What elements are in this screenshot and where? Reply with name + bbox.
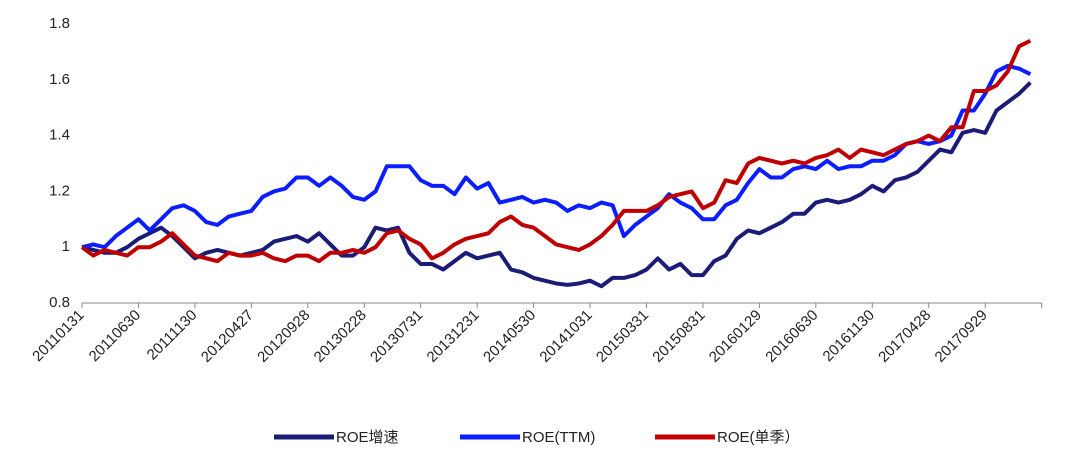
- x-tick-label: 20120928: [254, 307, 313, 366]
- x-tick-label: 20110630: [86, 307, 144, 365]
- x-tick-label: 20130731: [367, 307, 426, 366]
- y-tick-label: 1.2: [49, 182, 70, 199]
- y-tick-label: 1.4: [49, 127, 70, 144]
- x-tick-label: 20120427: [198, 307, 257, 366]
- x-tick-label: 20150331: [593, 307, 652, 366]
- y-tick-label: 1.6: [49, 71, 70, 88]
- series-line: [80, 38, 1032, 264]
- x-tick-label: 20170929: [932, 307, 991, 366]
- x-tick-label: 20160129: [706, 307, 765, 366]
- y-tick-label: 1.8: [49, 15, 70, 32]
- x-tick-label: 20161130: [820, 307, 878, 365]
- y-tick-label: 1: [62, 238, 70, 255]
- x-tick-label: 20110131: [29, 307, 87, 365]
- x-tick-label: 20140530: [480, 307, 539, 366]
- x-tick-label: 20170428: [875, 307, 934, 366]
- x-tick-label: 20131231: [424, 307, 483, 366]
- x-tick-label: 20150831: [649, 307, 708, 366]
- legend-label: ROE增速: [336, 429, 399, 446]
- x-tick-label: 20130228: [311, 307, 370, 366]
- x-tick-label: 20141031: [536, 307, 595, 366]
- y-tick-label: 0.8: [49, 294, 70, 311]
- x-tick-label: 20160630: [762, 307, 821, 366]
- x-tick-label: 20111130: [144, 307, 201, 364]
- legend-label: ROE(单季）: [717, 429, 800, 446]
- legend-label: ROE(TTM): [522, 429, 595, 446]
- series-line: [81, 63, 1032, 250]
